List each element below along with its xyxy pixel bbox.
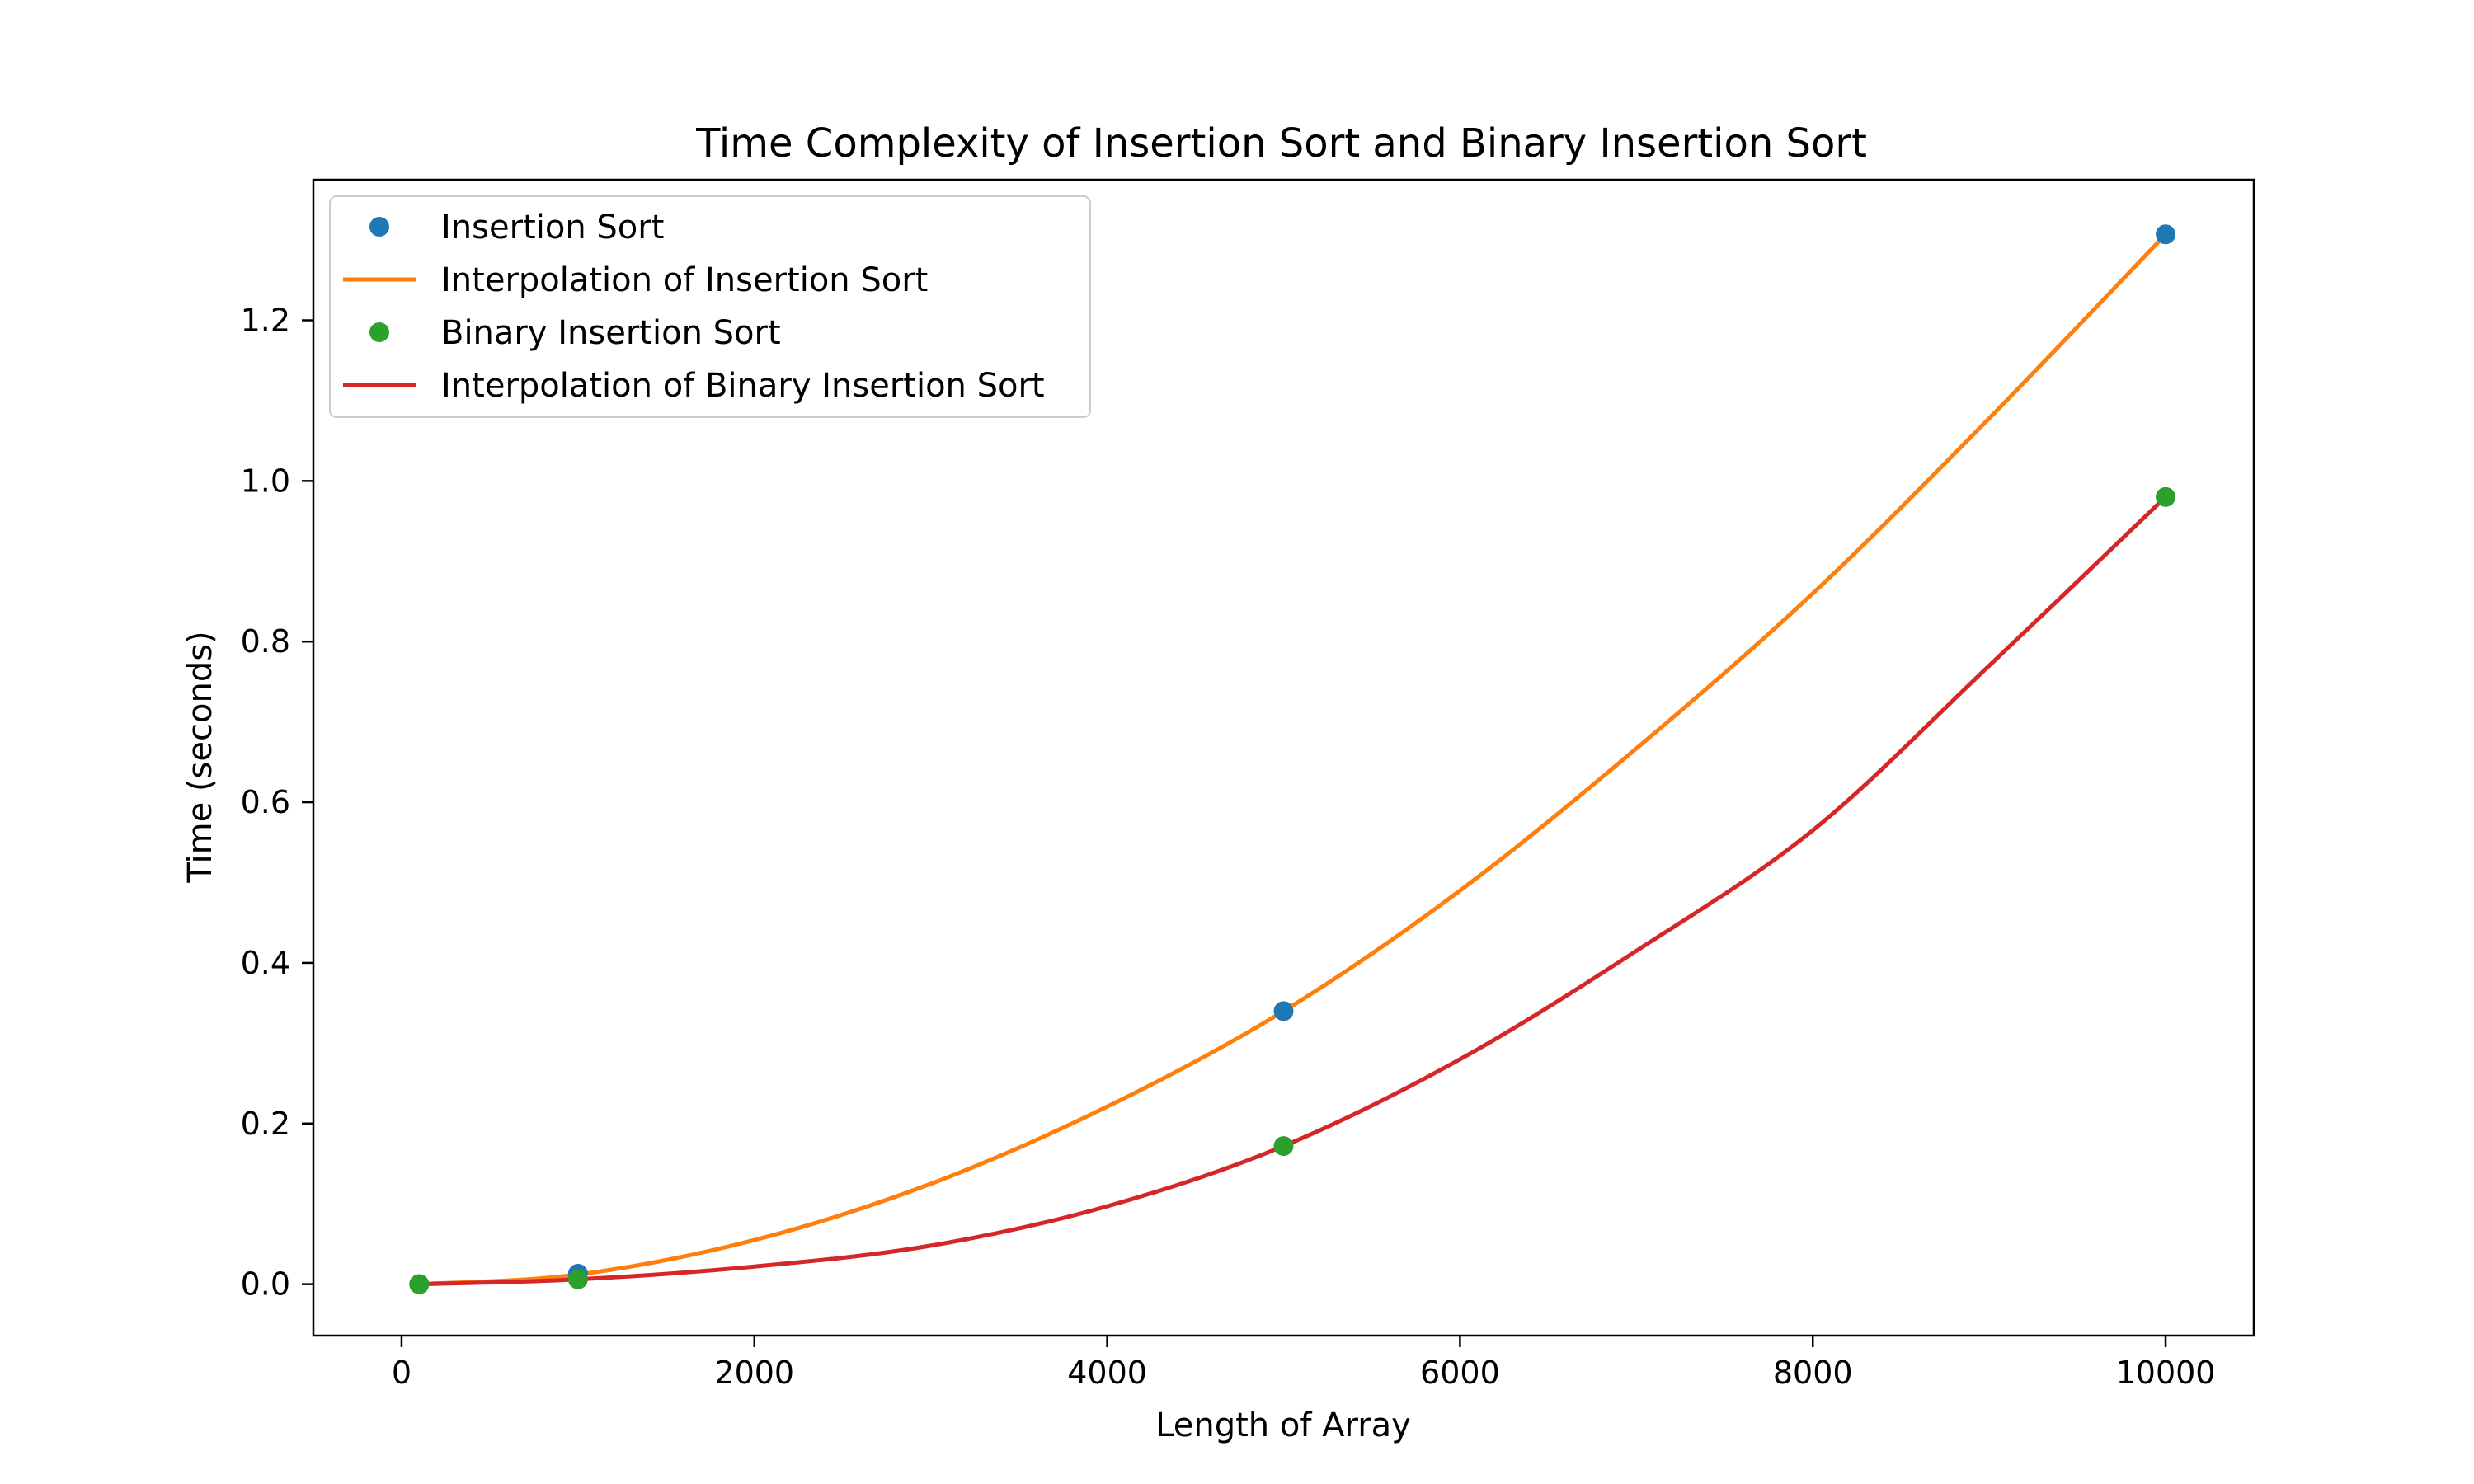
y-tick-label: 0.6 [241, 784, 290, 820]
series-points [409, 224, 2176, 1294]
x-axis-label: Length of Array [1155, 1407, 1411, 1444]
legend-marker [369, 217, 389, 237]
legend: Insertion Sort Interpolation of Insertion… [329, 195, 1091, 418]
data-point-series-2 [2156, 486, 2176, 507]
x-tick-label: 8000 [1773, 1355, 1853, 1391]
legend-box [329, 195, 1091, 418]
series-line-3 [416, 495, 2168, 1287]
x-axis-ticks: 0 2000 4000 6000 8000 10000 [392, 1336, 2216, 1391]
y-tick-label: 0.4 [241, 945, 290, 981]
legend-label: Interpolation of Insertion Sort [441, 261, 928, 299]
legend-label: Interpolation of Binary Insertion Sort [441, 367, 1045, 405]
y-tick-label: 0.0 [241, 1266, 290, 1303]
legend-label: Insertion Sort [441, 209, 664, 247]
y-axis-ticks: 0.0 0.2 0.4 0.6 0.8 1.0 1.2 [241, 303, 313, 1303]
chart-title: Time Complexity of Insertion Sort and Bi… [695, 120, 1867, 167]
series-lines [416, 232, 2168, 1287]
x-tick-label: 10000 [2116, 1355, 2216, 1391]
legend-label: Binary Insertion Sort [441, 314, 781, 352]
data-point-series-2 [409, 1274, 430, 1294]
y-axis-label: Time (seconds) [181, 631, 219, 883]
series-line-1 [416, 232, 2168, 1287]
data-point-series-2 [567, 1269, 588, 1289]
data-point-series-2 [1273, 1136, 1294, 1157]
x-tick-label: 6000 [1420, 1355, 1500, 1391]
x-tick-label: 0 [392, 1355, 412, 1391]
legend-marker [369, 322, 389, 342]
plot-area [409, 224, 2176, 1294]
data-point-series-0 [2156, 224, 2176, 245]
axes-frame [312, 178, 2255, 1337]
y-tick-label: 0.2 [241, 1106, 290, 1142]
data-point-series-0 [1273, 1001, 1294, 1021]
x-tick-label: 4000 [1067, 1355, 1147, 1391]
y-tick-label: 1.0 [241, 463, 290, 499]
y-tick-label: 0.8 [241, 623, 290, 660]
x-tick-label: 2000 [714, 1355, 794, 1391]
y-tick-label: 1.2 [241, 303, 290, 339]
